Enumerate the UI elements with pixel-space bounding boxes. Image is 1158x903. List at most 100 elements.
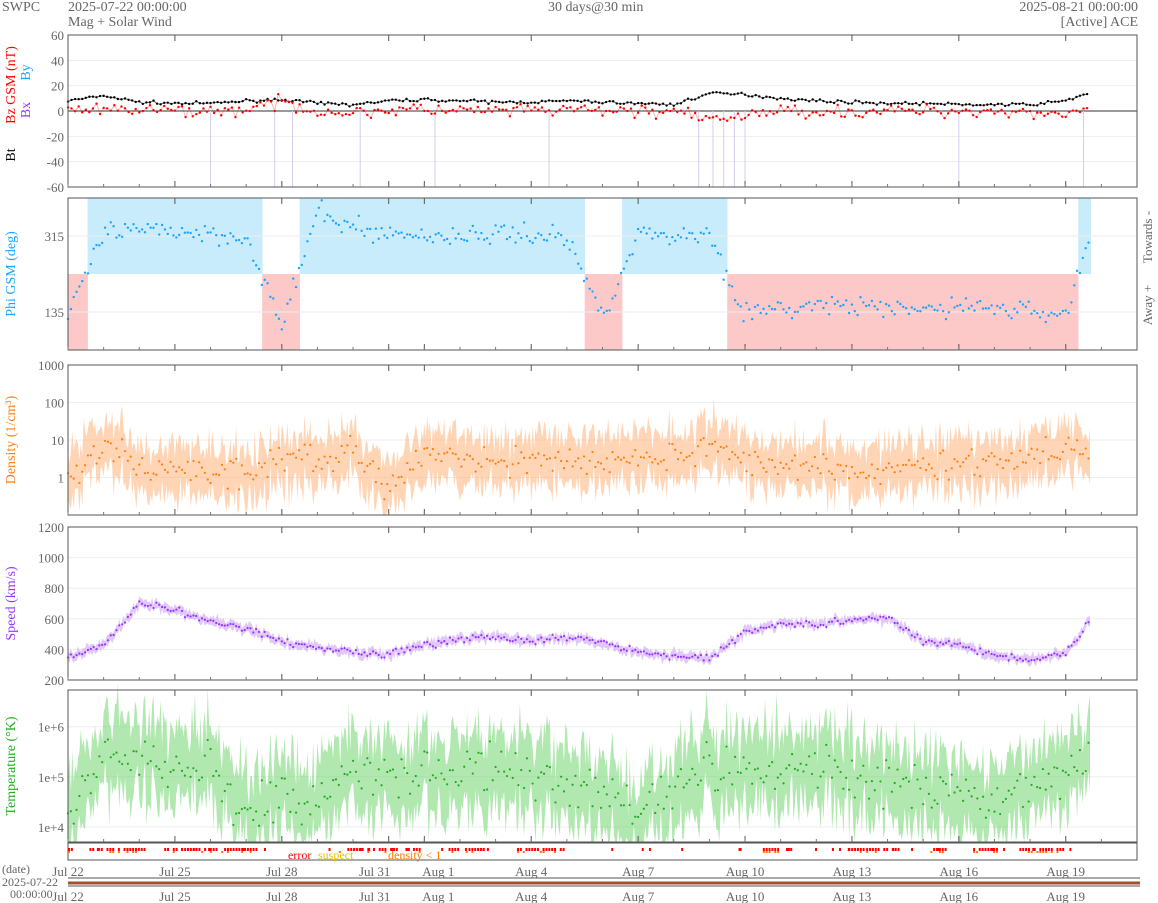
density-flag bbox=[201, 851, 204, 853]
error-flag bbox=[1022, 848, 1025, 851]
density-point bbox=[582, 455, 586, 458]
error-flag bbox=[451, 848, 454, 851]
speed-point bbox=[656, 652, 660, 655]
speed-point bbox=[659, 654, 663, 657]
mag-point-bz-gsm bbox=[772, 112, 775, 116]
density-point bbox=[292, 452, 295, 455]
temperature-point bbox=[317, 805, 320, 808]
temperature-point bbox=[237, 811, 241, 815]
phi-point bbox=[129, 229, 132, 232]
temperature-point bbox=[722, 776, 725, 779]
density-point bbox=[830, 472, 834, 475]
density-point bbox=[1056, 456, 1059, 459]
mag-point-bz-gsm bbox=[875, 111, 879, 114]
speed-point bbox=[845, 620, 848, 623]
mag-point-bz-gsm bbox=[943, 116, 946, 120]
speed-point bbox=[867, 615, 871, 619]
speed-point bbox=[676, 655, 680, 658]
speed-point bbox=[503, 636, 506, 639]
temperature-point bbox=[605, 793, 608, 796]
temperature-point bbox=[987, 809, 990, 812]
error-flag bbox=[441, 848, 444, 851]
speed-point bbox=[246, 626, 249, 630]
density-point bbox=[1064, 442, 1067, 445]
mag-point-bz-gsm bbox=[850, 109, 854, 112]
density-point bbox=[651, 461, 654, 464]
error-flag bbox=[407, 848, 410, 851]
speed-point bbox=[332, 650, 335, 653]
mag-point-bz-gsm bbox=[975, 115, 978, 119]
speed-point bbox=[768, 625, 771, 628]
speed-point bbox=[733, 641, 737, 645]
mag-point-bz-gsm bbox=[355, 106, 358, 110]
temperature-point bbox=[899, 785, 902, 788]
density-point bbox=[876, 468, 879, 471]
mag-point-bz-gsm bbox=[925, 103, 928, 106]
density-point bbox=[349, 434, 352, 438]
temperature-point bbox=[183, 774, 186, 777]
error-flag bbox=[112, 848, 115, 851]
temperature-point bbox=[1084, 769, 1087, 773]
mag-point-bz-gsm bbox=[640, 104, 643, 107]
temperature-point bbox=[115, 751, 118, 754]
density-point bbox=[742, 451, 745, 454]
temperature-point bbox=[112, 753, 115, 756]
speed-point bbox=[149, 604, 152, 607]
phi-point bbox=[682, 227, 685, 230]
speed-point bbox=[822, 623, 825, 627]
speed-point bbox=[320, 647, 323, 650]
speed-point bbox=[528, 640, 531, 643]
temperature-point bbox=[511, 776, 514, 780]
density-point bbox=[970, 448, 973, 451]
density-flag bbox=[451, 851, 454, 853]
temperature-point bbox=[759, 777, 762, 780]
phi-point bbox=[665, 235, 668, 239]
temperature-point bbox=[656, 803, 660, 806]
phi-point bbox=[631, 252, 634, 256]
speed-point bbox=[434, 646, 437, 649]
temperature-point bbox=[389, 769, 392, 772]
speed-point bbox=[500, 637, 503, 640]
speed-point bbox=[665, 655, 668, 658]
phi-point bbox=[195, 228, 198, 232]
density-flag bbox=[1045, 851, 1048, 853]
density-point bbox=[408, 468, 412, 471]
mag-point-bz-gsm bbox=[152, 109, 155, 112]
speed-point bbox=[890, 616, 893, 620]
speed-point bbox=[1021, 659, 1025, 662]
temperature-point bbox=[665, 795, 668, 798]
error-flag bbox=[1062, 848, 1065, 851]
density-point bbox=[423, 447, 426, 450]
speed-point bbox=[725, 645, 728, 648]
temperature-point bbox=[634, 815, 637, 818]
density-point bbox=[845, 464, 848, 468]
speed-point bbox=[123, 621, 127, 624]
temperature-point bbox=[232, 823, 235, 827]
mag-point-bz-gsm bbox=[587, 109, 590, 112]
mag-point-bz-gsm bbox=[893, 110, 896, 113]
density-point bbox=[434, 458, 437, 461]
speed-point bbox=[84, 651, 87, 654]
speed-point bbox=[1056, 653, 1059, 656]
speed-point bbox=[118, 624, 121, 627]
phi-point bbox=[979, 299, 982, 303]
speed-point bbox=[420, 645, 423, 649]
mag-point-bz-gsm bbox=[811, 111, 814, 114]
date-tick-label: Aug 16 bbox=[940, 889, 979, 903]
speed-point bbox=[232, 623, 235, 626]
phi-point bbox=[368, 227, 372, 231]
speed-point bbox=[987, 650, 990, 653]
mag-point-bz-gsm bbox=[202, 107, 205, 110]
density-point bbox=[591, 450, 594, 454]
density-point bbox=[802, 462, 805, 465]
phi-point bbox=[118, 234, 121, 237]
mag-line-bt bbox=[67, 91, 1088, 107]
temperature-point bbox=[411, 780, 415, 783]
phi-point bbox=[1070, 301, 1073, 304]
mag-point-bz-gsm bbox=[790, 109, 793, 113]
speed-point bbox=[1038, 658, 1042, 661]
temperature-point bbox=[277, 806, 281, 809]
error-flag bbox=[246, 848, 249, 851]
phi-point bbox=[574, 252, 577, 256]
error-flag bbox=[134, 848, 137, 851]
